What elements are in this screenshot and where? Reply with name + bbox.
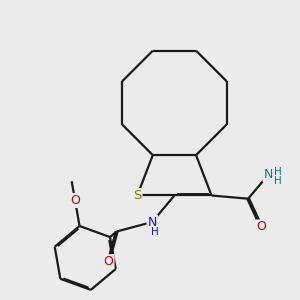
Text: H: H: [151, 227, 159, 237]
Text: N: N: [148, 215, 157, 229]
Text: N: N: [263, 168, 273, 181]
Text: S: S: [133, 189, 142, 202]
Text: O: O: [70, 194, 80, 207]
Text: O: O: [256, 220, 266, 233]
Text: O: O: [104, 255, 113, 268]
Text: H: H: [274, 167, 282, 177]
Text: H: H: [274, 176, 282, 186]
